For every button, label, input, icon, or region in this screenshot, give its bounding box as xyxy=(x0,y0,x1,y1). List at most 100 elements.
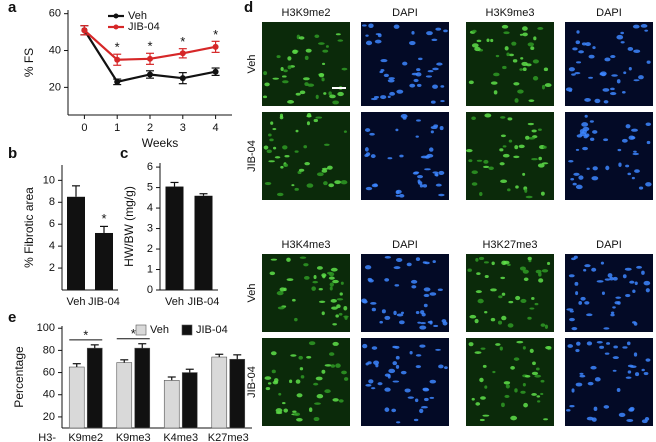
nucleus xyxy=(330,267,338,272)
nucleus xyxy=(394,284,400,287)
nucleus xyxy=(303,145,308,149)
nucleus xyxy=(584,114,588,118)
nucleus xyxy=(572,182,577,186)
nucleus xyxy=(538,278,544,283)
nucleus xyxy=(340,180,348,185)
nucleus xyxy=(488,166,494,170)
nucleus xyxy=(479,418,485,422)
nucleus xyxy=(612,276,618,281)
nucleus xyxy=(274,156,281,159)
nucleus xyxy=(508,53,514,57)
bar xyxy=(68,366,85,429)
point xyxy=(179,75,186,82)
nucleus xyxy=(415,365,422,369)
y-tick-label: 60 xyxy=(43,366,55,378)
nucleus xyxy=(295,129,299,133)
nucleus xyxy=(607,273,613,278)
image-background xyxy=(565,22,653,106)
nucleus xyxy=(490,288,497,292)
nucleus xyxy=(305,48,312,53)
nucleus xyxy=(365,40,373,46)
nucleus xyxy=(586,167,590,170)
micrograph-image xyxy=(565,254,653,332)
nucleus xyxy=(318,42,325,45)
nucleus xyxy=(575,291,579,296)
nucleus xyxy=(415,354,422,357)
y-tick-label: 60 xyxy=(49,8,61,20)
column-header: DAPI xyxy=(392,7,418,19)
nucleus xyxy=(627,172,632,176)
nucleus xyxy=(532,59,540,64)
nucleus xyxy=(429,379,437,384)
error-bar xyxy=(120,359,129,363)
nucleus xyxy=(436,62,443,66)
nucleus xyxy=(502,145,507,148)
nucleus xyxy=(541,162,549,165)
nucleus xyxy=(631,128,638,132)
nucleus xyxy=(616,34,624,40)
nucleus xyxy=(468,342,474,347)
nucleus xyxy=(330,299,337,303)
nucleus xyxy=(545,345,552,350)
nucleus xyxy=(273,146,277,150)
column-header: H3K9me2 xyxy=(282,7,331,19)
nucleus xyxy=(491,261,495,266)
nucleus xyxy=(392,361,398,366)
nucleus xyxy=(306,183,314,188)
nucleus xyxy=(623,71,627,75)
nucleus xyxy=(519,266,526,271)
nucleus xyxy=(430,125,438,130)
nucleus xyxy=(569,317,575,322)
nucleus xyxy=(576,134,583,138)
nucleus xyxy=(272,77,280,80)
micrograph-image xyxy=(262,112,350,200)
nucleus xyxy=(277,306,285,310)
x-tick-label: 4 xyxy=(213,122,219,134)
nucleus xyxy=(286,257,291,262)
nucleus xyxy=(476,39,482,43)
nucleus xyxy=(268,133,272,137)
nucleus xyxy=(581,122,589,127)
nucleus xyxy=(527,122,534,126)
nucleus xyxy=(477,298,484,304)
row-label: Veh xyxy=(246,55,258,74)
nucleus xyxy=(383,73,389,78)
point xyxy=(212,43,219,50)
point xyxy=(81,27,88,34)
bar xyxy=(116,362,133,429)
y-tick-label: 3 xyxy=(147,222,153,234)
nucleus xyxy=(626,341,631,346)
error-bar xyxy=(72,185,80,197)
nucleus xyxy=(618,412,626,418)
nucleus xyxy=(429,396,435,399)
nucleus xyxy=(384,407,390,412)
nucleus xyxy=(527,316,532,320)
y-tick-label: 2 xyxy=(49,262,55,274)
nucleus xyxy=(292,298,296,302)
nucleus xyxy=(289,379,293,384)
nucleus xyxy=(591,267,597,272)
nucleus xyxy=(603,100,609,104)
nucleus xyxy=(614,301,620,305)
nucleus xyxy=(612,369,617,372)
nucleus xyxy=(512,59,518,63)
nucleus xyxy=(420,310,425,315)
image-background xyxy=(565,254,653,332)
nucleus xyxy=(605,165,610,171)
nucleus xyxy=(270,351,277,356)
nucleus xyxy=(566,408,571,412)
nucleus xyxy=(290,354,297,357)
nucleus xyxy=(418,57,423,61)
error-bar xyxy=(170,181,179,187)
nucleus xyxy=(641,419,648,424)
nucleus xyxy=(524,188,528,193)
nucleus xyxy=(419,325,427,330)
nucleus xyxy=(609,92,617,96)
nucleus xyxy=(409,350,413,355)
nucleus xyxy=(514,388,518,393)
nucleus xyxy=(303,263,309,267)
nucleus xyxy=(364,265,372,270)
image-background xyxy=(262,22,350,106)
nucleus xyxy=(486,38,490,43)
nucleus xyxy=(365,383,372,387)
